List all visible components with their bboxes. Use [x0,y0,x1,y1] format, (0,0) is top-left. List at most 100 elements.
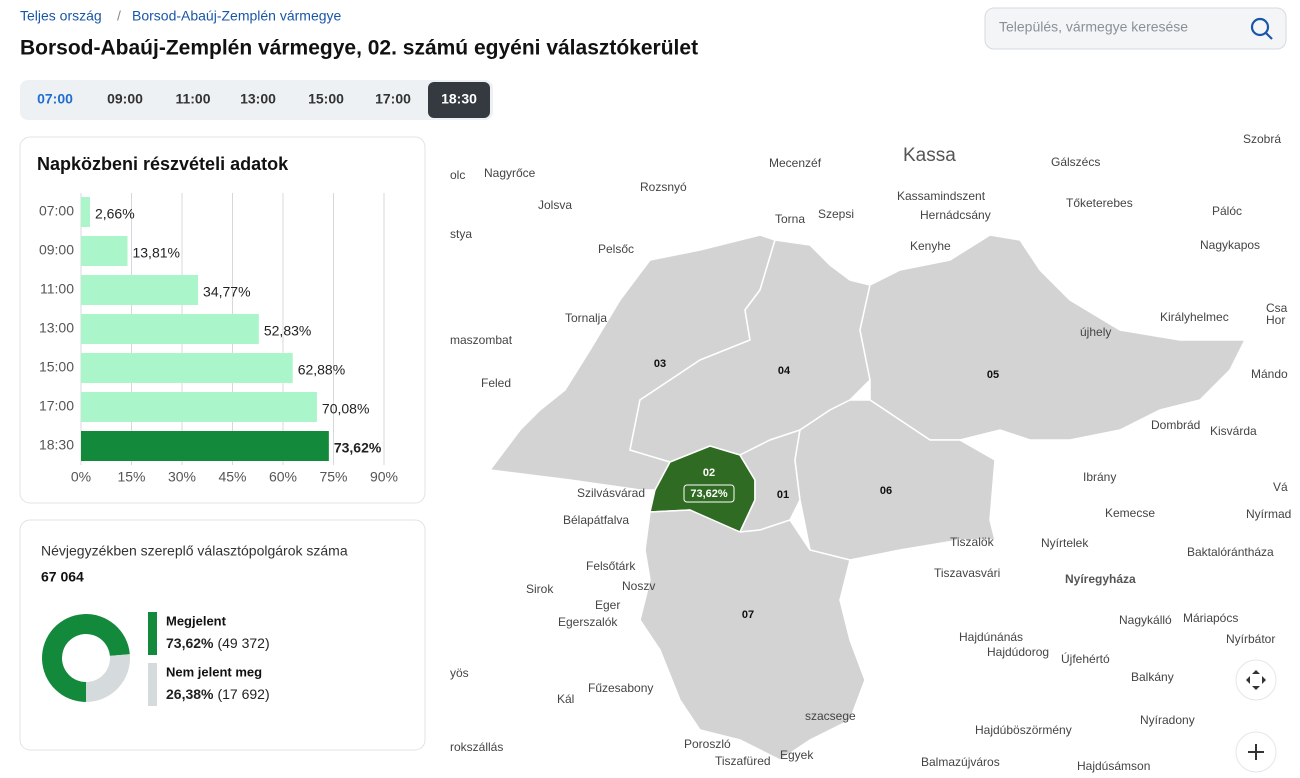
place-label: Rozsnyó [640,180,687,194]
bar [81,392,317,422]
page-title: Borsod-Abaúj-Zemplén vármegye, 02. számú… [20,37,698,60]
place-label: Nagykálló [1119,613,1172,627]
place-label: Nagykapos [1200,238,1260,252]
registered-value: 67 064 [41,569,84,585]
legend-label: Nem jelent meg [166,664,262,679]
map-fullscreen-button[interactable] [1235,659,1277,701]
value-label: 73,62% [334,440,382,456]
x-tick-label: 0% [71,469,91,485]
legend-value: 73,62% (49 372) [166,635,270,651]
place-label: olc [450,168,465,182]
place-label: Vá [1273,480,1288,494]
place-label: Baktalórántháza [1187,545,1274,559]
district-label: 04 [778,365,791,377]
registered-label: Névjegyzékben szereplő választópolgárok … [41,543,348,559]
value-label: 34,77% [203,284,250,300]
place-label: Ibrány [1083,470,1116,484]
place-label: Eger [595,598,620,612]
place-label: Noszv [622,579,655,593]
place-label: Bélapátfalva [563,513,629,527]
value-label: 70,08% [322,401,369,417]
y-tick-label: 18:30 [39,437,74,453]
place-label: Szepsi [818,207,854,221]
place-label: Csa [1266,301,1288,315]
place-label: Tiszafüred [715,754,771,768]
place-label: Tiszalök [950,535,995,549]
value-label: 2,66% [95,206,135,222]
y-tick-label: 11:00 [40,281,74,297]
legend-percent: 73,62% [166,635,214,651]
bar [81,314,259,344]
bar [81,236,128,266]
place-label: Hor [1266,313,1285,327]
time-tab[interactable]: 07:00 [37,91,73,107]
y-tick-label: 15:00 [39,359,74,375]
place-label: Kassamindszent [897,189,986,203]
active-tab[interactable] [428,82,490,118]
place-label: Szobrá [1243,132,1281,146]
bar [81,275,199,305]
place-label: Dombrád [1151,418,1200,432]
place-label: Kenyhe [910,239,951,253]
place-label: Nagyrőce [484,166,536,180]
x-tick-label: 60% [269,469,297,485]
chart-title: Napközbeni részvételi adatok [37,154,289,174]
search-icon [1265,32,1273,40]
district-value-badge [683,484,735,503]
place-label: Hajdúnánás [959,630,1023,644]
place-label: Balmazújváros [921,755,1000,769]
place-label: Pelsőc [598,242,634,256]
map[interactable]: 03 04 05 02 73,62% 01 06 07 olc Nagyrőce Jolsva sty… [450,132,1291,773]
legend-label: Megjelent [166,613,227,628]
search-box[interactable] [984,7,1287,50]
place-label: Egyek [780,748,814,762]
place-label: Mándo [1251,367,1288,381]
breadcrumb-link[interactable]: Borsod-Abaúj-Zemplén vármegye [132,8,342,24]
place-label: Fűzesabony [588,681,653,695]
place-label: Sirok [526,582,554,596]
place-label: Nyírbátor [1226,632,1275,646]
place-label: Hernádcsány [920,208,991,222]
place-label: Királyhelmec [1160,310,1229,324]
place-label: Gálszécs [1051,155,1100,169]
time-tab[interactable]: 09:00 [107,91,143,107]
time-tabs [20,80,493,120]
place-label: Újfehértó [1061,651,1110,666]
time-tab[interactable]: 11:00 [175,91,210,107]
place-label: Tornalja [565,311,607,325]
bar [81,197,90,227]
place-label: Hajdúdorog [987,645,1049,659]
time-tab[interactable]: 15:00 [308,91,344,107]
place-label: Tiszavasvári [934,566,1000,580]
legend-swatch [148,663,157,706]
donut-segment [42,614,130,702]
y-tick-label: 17:00 [39,398,74,414]
place-label: Máriapócs [1183,611,1238,625]
place-label: újhely [1080,325,1111,339]
district[interactable] [794,399,996,561]
district-label: 07 [742,609,754,621]
place-label: Tőketerebes [1066,196,1133,210]
legend-count: (49 372) [217,635,269,651]
bar [81,353,293,383]
time-tab[interactable]: 17:00 [375,91,411,107]
place-label: rokszállás [450,740,503,754]
search-icon[interactable] [1250,17,1270,37]
time-tab[interactable]: 13:00 [240,91,276,107]
place-label: Mecenzéf [769,156,822,170]
x-tick-label: 45% [218,469,246,485]
place-label: Hajdúsámson [1077,759,1150,773]
place-label: Jolsva [538,198,572,212]
breadcrumb-separator: / [117,8,121,24]
value-label: 52,83% [264,323,311,339]
place-label: szacsege [805,709,856,723]
breadcrumb-link[interactable]: Teljes ország [20,8,102,24]
place-label: Nyírtelek [1041,536,1089,550]
time-tab[interactable]: 18:30 [441,91,477,107]
fullscreen-icon [1246,670,1266,690]
place-label: Torna [775,212,805,226]
district-label: 06 [880,485,892,497]
y-tick-label: 09:00 [39,242,74,258]
district[interactable] [639,509,866,761]
place-label: Egerszalók [558,615,618,629]
